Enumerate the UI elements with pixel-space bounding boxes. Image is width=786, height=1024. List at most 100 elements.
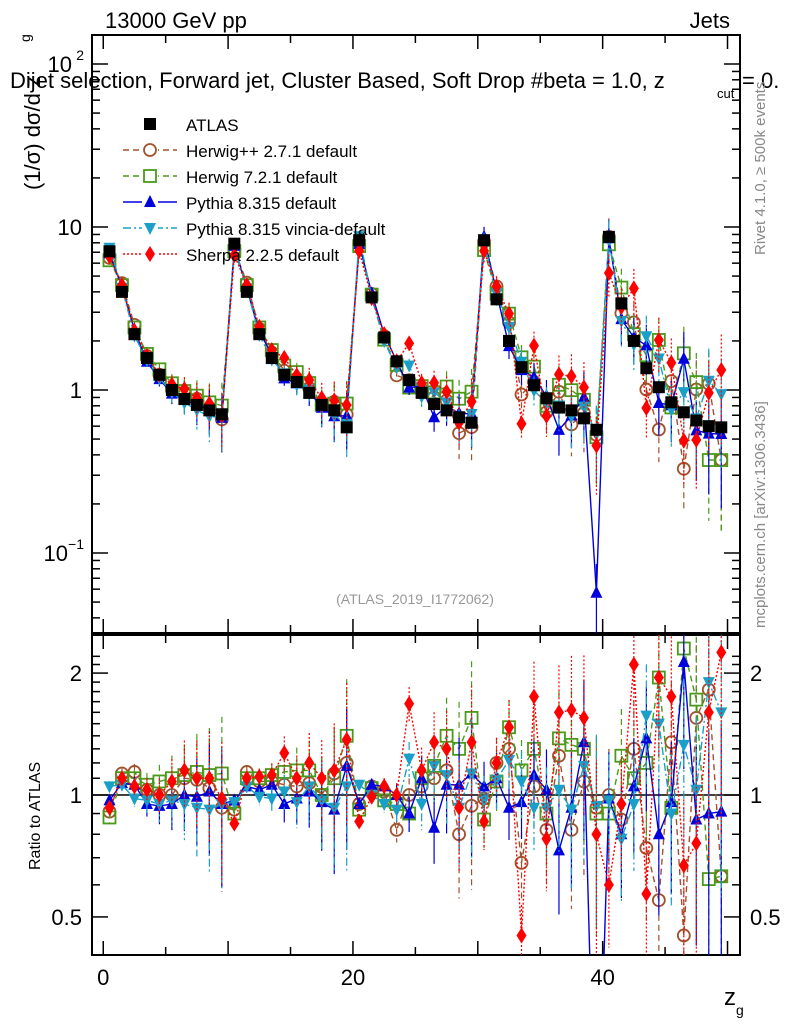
- legend-label-pythia-8-315-vincia-default: Pythia 8.315 vincia-default: [186, 220, 386, 239]
- point-sherpa-2-2-5-default: [541, 407, 552, 424]
- point-sherpa-2-2-5-default: [641, 400, 652, 417]
- ratio-point-pythia-8-315-vincia-default: [353, 779, 366, 792]
- ratio-point-sherpa-2-2-5-default: [204, 770, 215, 787]
- point-atlas: [490, 293, 503, 306]
- ratio-point-sherpa-2-2-5-default: [329, 762, 340, 779]
- point-pythia-8-315-default: [652, 396, 665, 409]
- point-sherpa-2-2-5-default: [578, 379, 589, 396]
- point-sherpa-2-2-5-default: [566, 368, 577, 385]
- point-atlas: [115, 285, 128, 298]
- ratio-point-pythia-8-315-vincia-default: [552, 784, 565, 797]
- legend-marker-herwig-7-2-1-default: [143, 169, 157, 183]
- point-sherpa-2-2-5-default: [304, 371, 315, 388]
- ratio-point-sherpa-2-2-5-default: [678, 857, 689, 874]
- point-pythia-8-315-vincia-default: [677, 387, 690, 400]
- ratio-point-sherpa-2-2-5-default: [454, 799, 465, 816]
- ratio-point-pythia-8-315-vincia-default: [602, 795, 615, 808]
- point-atlas: [290, 375, 303, 388]
- plot-title: Dijet selection, Forward jet, Cluster Ba…: [10, 68, 665, 93]
- ratio-point-pythia-8-315-default: [677, 655, 690, 668]
- point-sherpa-2-2-5-default: [691, 431, 702, 448]
- point-atlas: [315, 398, 328, 411]
- plot-title-tail: = 0.: [742, 68, 779, 93]
- x-tick-label: 0: [97, 965, 109, 990]
- header-left-label: 13000 GeV pp: [105, 8, 247, 33]
- ratio-point-sherpa-2-2-5-default: [516, 927, 527, 944]
- ratio-point-sherpa-2-2-5-default: [591, 826, 602, 843]
- analysis-tag: (ATLAS_2019_I1772062): [336, 591, 494, 607]
- point-atlas: [415, 386, 428, 399]
- legend-label-pythia-8-315-default: Pythia 8.315 default: [186, 194, 337, 213]
- ratio-point-pythia-8-315-vincia-default: [240, 781, 253, 794]
- point-sherpa-2-2-5-default: [404, 335, 415, 352]
- ratio-point-sherpa-2-2-5-default: [528, 688, 539, 705]
- point-atlas: [552, 401, 565, 414]
- ratio-point-sherpa-2-2-5-default: [716, 644, 727, 661]
- ratio-point-pythia-8-315-vincia-default: [153, 799, 166, 812]
- point-atlas: [190, 398, 203, 411]
- legend-marker-sherpa-2-2-5-default: [145, 246, 155, 262]
- point-sherpa-2-2-5-default: [229, 247, 240, 264]
- ratio-point-pythia-8-315-default: [503, 800, 516, 813]
- point-atlas: [665, 396, 678, 409]
- ratio-point-sherpa-2-2-5-default: [466, 734, 477, 751]
- ratio-point-pythia-8-315-vincia-default: [652, 718, 665, 731]
- ratio-point-pythia-8-315-vincia-default: [253, 791, 266, 804]
- y-axis-label-subscript: g: [17, 34, 33, 42]
- ratio-point-sherpa-2-2-5-default: [578, 709, 589, 726]
- ratio-point-sherpa-2-2-5-default: [179, 762, 190, 779]
- point-sherpa-2-2-5-default: [591, 437, 602, 454]
- ratio-point-pythia-8-315-default: [715, 804, 728, 817]
- ratio-point-sherpa-2-2-5-default: [291, 770, 302, 787]
- ratio-point-sherpa-2-2-5-default: [229, 815, 240, 832]
- ratio-point-sherpa-2-2-5-default: [491, 754, 502, 771]
- ratio-point-sherpa-2-2-5-default: [691, 835, 702, 852]
- ratio-point-sherpa-2-2-5-default: [628, 656, 639, 673]
- ratio-y-tick-label-right: 1: [750, 783, 762, 808]
- ratio-point-herwig-2-7-1-default: [676, 928, 691, 943]
- ratio-point-pythia-8-315-vincia-default: [165, 795, 178, 808]
- series-line-herwig-2-7-1-default: [108, 236, 722, 469]
- point-sherpa-2-2-5-default: [354, 242, 365, 259]
- ratio-y-tick-label: 0.5: [51, 905, 82, 930]
- point-atlas: [527, 379, 540, 392]
- ratio-point-pythia-8-315-vincia-default: [303, 781, 316, 794]
- ratio-point-pythia-8-315-vincia-default: [378, 799, 391, 812]
- point-atlas: [390, 355, 403, 368]
- point-pythia-8-315-vincia-default: [403, 360, 416, 373]
- ratio-point-pythia-8-315-vincia-default: [403, 753, 416, 766]
- ratio-point-pythia-8-315-default: [353, 797, 366, 810]
- point-sherpa-2-2-5-default: [628, 280, 639, 297]
- x-tick-label: 20: [341, 965, 365, 990]
- point-atlas: [702, 420, 715, 433]
- point-pythia-8-315-default: [590, 585, 603, 598]
- point-atlas: [178, 393, 191, 406]
- ratio-point-pythia-8-315-vincia-default: [590, 800, 603, 813]
- point-pythia-8-315-vincia-default: [640, 331, 653, 344]
- y-tick-label: 1: [70, 378, 82, 403]
- point-atlas: [428, 398, 441, 411]
- legend-marker-pythia-8-315-vincia-default: [144, 223, 156, 235]
- ratio-point-herwig-2-7-1-default: [639, 841, 654, 855]
- ratio-point-pythia-8-315-vincia-default: [103, 781, 116, 794]
- legend-marker-herwig-2-7-1-default: [143, 143, 157, 157]
- point-atlas: [690, 414, 703, 427]
- point-atlas: [403, 374, 416, 387]
- ratio-point-sherpa-2-2-5-default: [266, 767, 277, 784]
- point-sherpa-2-2-5-default: [429, 374, 440, 391]
- legend-marker-bg: [142, 168, 158, 184]
- ratio-point-sherpa-2-2-5-default: [191, 770, 202, 787]
- ratio-point-sherpa-2-2-5-default: [616, 796, 627, 813]
- legend-label-herwig-7-2-1-default: Herwig 7.2.1 default: [186, 168, 337, 187]
- ratio-point-pythia-8-315-vincia-default: [615, 833, 628, 846]
- ratio-point-sherpa-2-2-5-default: [216, 790, 227, 807]
- ratio-point-pythia-8-315-default: [428, 820, 441, 833]
- ratio-point-sherpa-2-2-5-default: [541, 830, 552, 847]
- point-atlas: [215, 408, 228, 421]
- point-atlas: [240, 285, 253, 298]
- ratio-point-pythia-8-315-vincia-default: [128, 793, 141, 806]
- legend-label-sherpa-2-2-5-default: Sherpa 2.2.5 default: [186, 246, 339, 265]
- point-atlas: [140, 352, 153, 365]
- x-axis-label: z: [724, 984, 736, 1011]
